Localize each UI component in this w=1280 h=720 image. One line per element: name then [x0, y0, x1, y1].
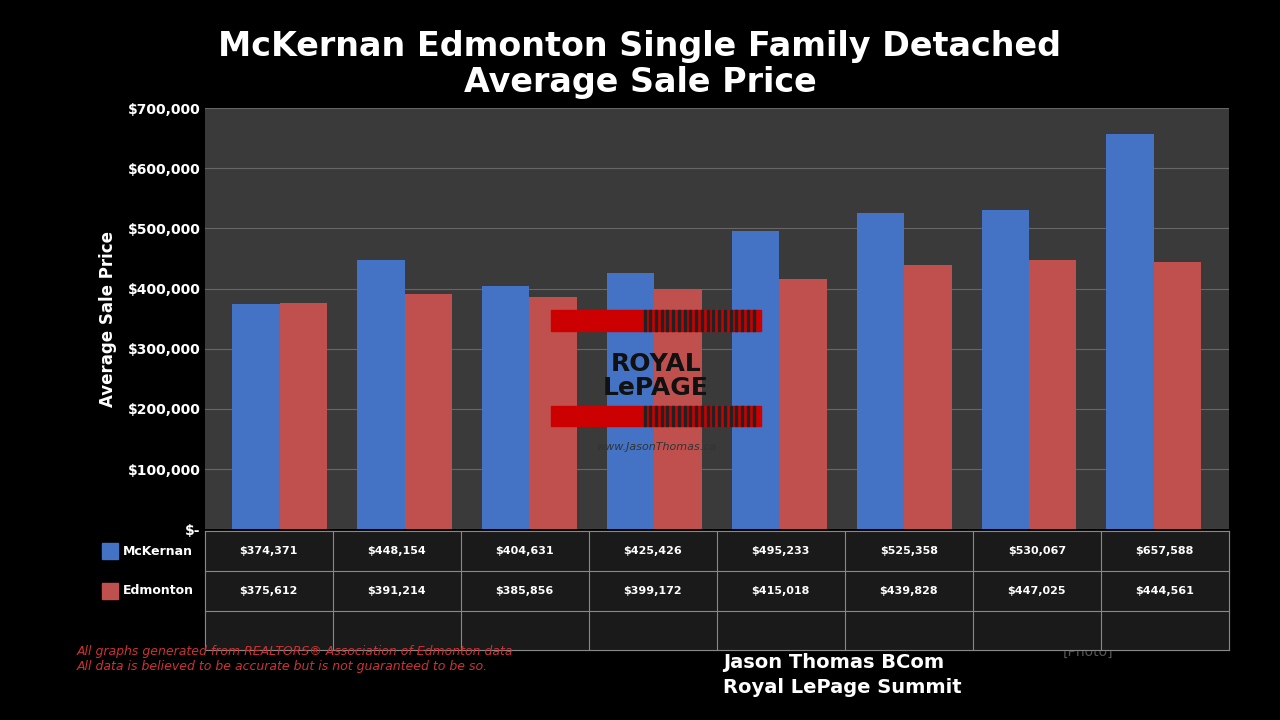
- Bar: [655, 405, 657, 426]
- Text: $399,172: $399,172: [623, 586, 682, 595]
- Bar: [701, 405, 703, 426]
- Bar: [695, 310, 698, 331]
- Bar: [713, 405, 714, 426]
- Text: $448,154: $448,154: [367, 546, 426, 556]
- Bar: [724, 310, 726, 331]
- Bar: [753, 405, 755, 426]
- Bar: [667, 405, 668, 426]
- Bar: [707, 310, 709, 331]
- Text: McKernan: McKernan: [123, 544, 193, 558]
- Bar: [753, 310, 755, 331]
- Bar: [707, 405, 709, 426]
- Text: LePAGE: LePAGE: [603, 377, 709, 400]
- Text: $439,828: $439,828: [879, 586, 938, 595]
- Bar: [660, 405, 663, 426]
- Y-axis label: Average Sale Price: Average Sale Price: [99, 230, 116, 407]
- Bar: [678, 405, 680, 426]
- Bar: [856, 213, 904, 529]
- Bar: [607, 273, 654, 529]
- Bar: [684, 310, 686, 331]
- Bar: [690, 405, 691, 426]
- Text: $404,631: $404,631: [495, 546, 554, 556]
- Bar: [649, 310, 652, 331]
- Text: $525,358: $525,358: [879, 546, 938, 556]
- Text: $374,371: $374,371: [239, 546, 298, 556]
- Bar: [746, 310, 749, 331]
- Bar: [741, 405, 744, 426]
- Bar: [1029, 260, 1076, 529]
- Bar: [741, 310, 744, 331]
- Bar: [654, 289, 701, 529]
- Bar: [280, 303, 328, 529]
- Bar: [730, 405, 732, 426]
- Text: Edmonton: Edmonton: [123, 584, 193, 598]
- Bar: [746, 405, 749, 426]
- Bar: [713, 310, 714, 331]
- Bar: [404, 294, 452, 529]
- Bar: [357, 259, 404, 529]
- Bar: [660, 310, 663, 331]
- Text: $375,612: $375,612: [239, 586, 298, 595]
- Bar: [982, 210, 1029, 529]
- Bar: [644, 310, 645, 331]
- Bar: [1106, 133, 1153, 529]
- Bar: [718, 405, 721, 426]
- Bar: [672, 405, 675, 426]
- Bar: [678, 310, 680, 331]
- Bar: [701, 310, 703, 331]
- Text: $444,561: $444,561: [1135, 586, 1194, 595]
- Text: $530,067: $530,067: [1007, 546, 1066, 556]
- Text: $425,426: $425,426: [623, 546, 682, 556]
- Text: [Photo]: [Photo]: [1062, 644, 1114, 659]
- Text: All graphs generated from REALTORS® Association of Edmonton data
All data is bel: All graphs generated from REALTORS® Asso…: [77, 645, 513, 672]
- Bar: [695, 405, 698, 426]
- Text: Royal LePage Summit: Royal LePage Summit: [723, 678, 961, 697]
- Text: $657,588: $657,588: [1135, 546, 1194, 556]
- Bar: [718, 310, 721, 331]
- Bar: [667, 310, 668, 331]
- Bar: [552, 405, 760, 426]
- Text: Average Sale Price: Average Sale Price: [463, 66, 817, 99]
- Bar: [552, 310, 760, 331]
- Bar: [655, 310, 657, 331]
- Text: $391,214: $391,214: [367, 586, 426, 595]
- Bar: [672, 310, 675, 331]
- Bar: [730, 310, 732, 331]
- Bar: [684, 405, 686, 426]
- Bar: [690, 310, 691, 331]
- Bar: [530, 297, 577, 529]
- Bar: [736, 405, 737, 426]
- Text: $385,856: $385,856: [495, 586, 554, 595]
- Bar: [649, 405, 652, 426]
- Text: $415,018: $415,018: [751, 586, 810, 595]
- Bar: [904, 264, 951, 529]
- Text: Jason Thomas BCom: Jason Thomas BCom: [723, 653, 945, 672]
- Text: $495,233: $495,233: [751, 546, 810, 556]
- Text: www.JasonThomas.ca: www.JasonThomas.ca: [596, 442, 716, 452]
- Bar: [724, 405, 726, 426]
- Bar: [732, 231, 780, 529]
- Bar: [1153, 261, 1202, 529]
- Bar: [232, 304, 280, 529]
- Bar: [780, 279, 827, 529]
- Text: $447,025: $447,025: [1007, 586, 1066, 595]
- Text: ROYAL: ROYAL: [611, 352, 701, 376]
- Bar: [736, 310, 737, 331]
- Bar: [483, 286, 530, 529]
- Bar: [644, 405, 645, 426]
- Text: McKernan Edmonton Single Family Detached: McKernan Edmonton Single Family Detached: [219, 30, 1061, 63]
